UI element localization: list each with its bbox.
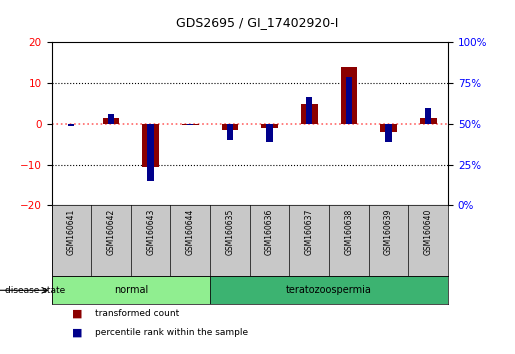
Text: GDS2695 / GI_17402920-I: GDS2695 / GI_17402920-I — [176, 16, 339, 29]
Bar — [221, 124, 238, 130]
Text: disease state: disease state — [5, 286, 65, 295]
Text: GSM160640: GSM160640 — [424, 209, 433, 255]
Text: GSM160638: GSM160638 — [345, 209, 353, 255]
Bar — [261, 124, 278, 128]
Text: normal: normal — [114, 285, 148, 295]
Text: GSM160635: GSM160635 — [226, 209, 234, 255]
Text: GSM160643: GSM160643 — [146, 209, 155, 255]
Bar — [301, 104, 318, 124]
Bar — [102, 118, 119, 124]
Bar — [385, 124, 392, 142]
Bar — [182, 124, 199, 125]
Text: GSM160644: GSM160644 — [186, 209, 195, 255]
Bar — [425, 108, 432, 124]
Text: GSM160642: GSM160642 — [107, 209, 115, 255]
Bar — [306, 97, 313, 124]
Bar — [142, 124, 159, 167]
Bar — [346, 77, 352, 124]
Bar — [187, 124, 194, 125]
Bar — [420, 118, 437, 124]
Bar — [210, 276, 448, 304]
Text: teratozoospermia: teratozoospermia — [286, 285, 372, 295]
Text: percentile rank within the sample: percentile rank within the sample — [95, 328, 248, 337]
Bar — [227, 124, 233, 140]
Text: GSM160639: GSM160639 — [384, 209, 393, 255]
Text: GSM160641: GSM160641 — [67, 209, 76, 255]
Bar — [266, 124, 273, 142]
Bar — [380, 124, 397, 132]
Text: ■: ■ — [72, 328, 82, 338]
Bar — [52, 276, 210, 304]
Bar — [340, 67, 357, 124]
Text: GSM160636: GSM160636 — [265, 209, 274, 255]
Bar — [108, 114, 114, 124]
Bar — [68, 124, 75, 126]
Text: ■: ■ — [72, 308, 82, 318]
Text: transformed count: transformed count — [95, 309, 180, 318]
Text: GSM160637: GSM160637 — [305, 209, 314, 255]
Bar — [147, 124, 154, 181]
